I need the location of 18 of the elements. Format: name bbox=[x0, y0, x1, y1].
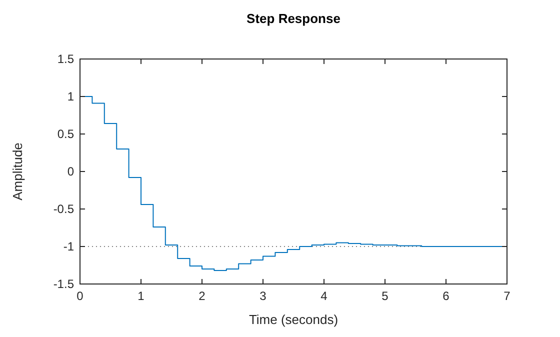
x-axis-title: Time (seconds) bbox=[248, 312, 338, 327]
y-tick-label: -0.5 bbox=[53, 202, 74, 216]
y-tick-label: -1 bbox=[63, 240, 74, 254]
x-tick-label: 2 bbox=[198, 289, 206, 303]
y-tick-label: 0 bbox=[67, 164, 74, 178]
x-tick-label: 6 bbox=[442, 289, 450, 303]
x-tick-label: 0 bbox=[76, 289, 84, 303]
y-tick-label: 1.5 bbox=[57, 52, 74, 66]
x-tick-label: 1 bbox=[138, 289, 145, 303]
x-tick-label: 4 bbox=[320, 289, 328, 303]
x-tick-label: 7 bbox=[504, 289, 511, 303]
y-tick-label: 0.5 bbox=[57, 127, 74, 141]
x-tick-label: 3 bbox=[260, 289, 267, 303]
x-tick-label: 5 bbox=[382, 289, 389, 303]
chart-title: Step Response bbox=[246, 11, 340, 26]
y-tick-label: 1 bbox=[67, 90, 74, 104]
y-tick-label: -1.5 bbox=[53, 277, 74, 291]
y-axis-title: Amplitude bbox=[10, 142, 25, 200]
